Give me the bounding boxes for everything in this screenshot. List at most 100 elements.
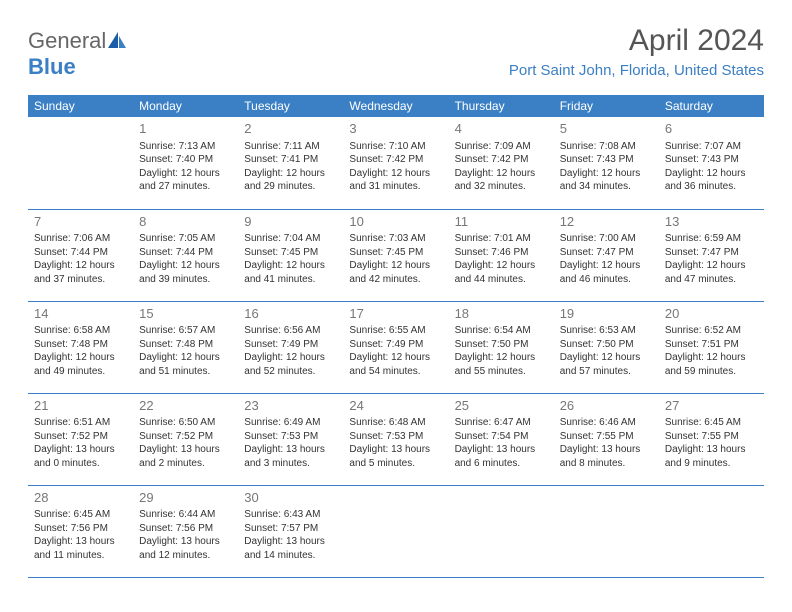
day-detail-line: Sunset: 7:57 PM <box>244 522 337 536</box>
calendar-day-cell: 4Sunrise: 7:09 AMSunset: 7:42 PMDaylight… <box>449 117 554 209</box>
day-detail-line: and 51 minutes. <box>139 365 232 379</box>
day-detail-line: and 0 minutes. <box>34 457 127 471</box>
calendar-day-cell: 28Sunrise: 6:45 AMSunset: 7:56 PMDayligh… <box>28 485 133 577</box>
calendar-day-cell: 3Sunrise: 7:10 AMSunset: 7:42 PMDaylight… <box>343 117 448 209</box>
day-detail-line: Sunset: 7:56 PM <box>34 522 127 536</box>
day-detail-line: Sunrise: 6:48 AM <box>349 416 442 430</box>
day-detail-line: Sunrise: 7:13 AM <box>139 140 232 154</box>
page-title: April 2024 <box>509 24 764 58</box>
day-detail-line: Sunrise: 6:51 AM <box>34 416 127 430</box>
day-number: 13 <box>665 213 758 231</box>
day-number: 19 <box>560 305 653 323</box>
day-detail-line: and 27 minutes. <box>139 180 232 194</box>
day-detail-line: Sunset: 7:49 PM <box>349 338 442 352</box>
weekday-header-row: Sunday Monday Tuesday Wednesday Thursday… <box>28 95 764 117</box>
calendar-day-cell: 27Sunrise: 6:45 AMSunset: 7:55 PMDayligh… <box>659 393 764 485</box>
day-number: 27 <box>665 397 758 415</box>
day-detail-line: Sunrise: 7:10 AM <box>349 140 442 154</box>
day-detail-line: and 52 minutes. <box>244 365 337 379</box>
calendar-day-cell <box>449 485 554 577</box>
day-detail-line: and 41 minutes. <box>244 273 337 287</box>
day-detail-line: and 59 minutes. <box>665 365 758 379</box>
day-number: 9 <box>244 213 337 231</box>
day-detail-line: Sunset: 7:46 PM <box>455 246 548 260</box>
day-detail-line: Daylight: 12 hours <box>560 259 653 273</box>
day-detail-line: Daylight: 12 hours <box>665 259 758 273</box>
day-detail-line: and 39 minutes. <box>139 273 232 287</box>
day-detail-line: and 11 minutes. <box>34 549 127 563</box>
day-number: 10 <box>349 213 442 231</box>
day-number: 22 <box>139 397 232 415</box>
day-detail-line: Daylight: 13 hours <box>34 443 127 457</box>
day-detail-line: Sunrise: 6:57 AM <box>139 324 232 338</box>
day-detail-line: and 31 minutes. <box>349 180 442 194</box>
calendar-day-cell: 17Sunrise: 6:55 AMSunset: 7:49 PMDayligh… <box>343 301 448 393</box>
day-detail-line: and 46 minutes. <box>560 273 653 287</box>
day-detail-line: Daylight: 12 hours <box>349 351 442 365</box>
day-detail-line: and 54 minutes. <box>349 365 442 379</box>
day-detail-line: Sunset: 7:40 PM <box>139 153 232 167</box>
day-detail-line: Sunrise: 6:49 AM <box>244 416 337 430</box>
day-detail-line: Daylight: 13 hours <box>244 535 337 549</box>
day-detail-line: Sunset: 7:54 PM <box>455 430 548 444</box>
day-number: 1 <box>139 120 232 138</box>
day-detail-line: Daylight: 12 hours <box>139 167 232 181</box>
day-detail-line: Sunset: 7:45 PM <box>244 246 337 260</box>
day-detail-line: and 42 minutes. <box>349 273 442 287</box>
day-detail-line: and 44 minutes. <box>455 273 548 287</box>
day-detail-line: and 34 minutes. <box>560 180 653 194</box>
weekday-header: Wednesday <box>343 95 448 117</box>
calendar-table: Sunday Monday Tuesday Wednesday Thursday… <box>28 95 764 578</box>
day-detail-line: and 49 minutes. <box>34 365 127 379</box>
day-detail-line: Sunset: 7:47 PM <box>665 246 758 260</box>
calendar-day-cell: 21Sunrise: 6:51 AMSunset: 7:52 PMDayligh… <box>28 393 133 485</box>
day-detail-line: Daylight: 12 hours <box>560 167 653 181</box>
day-detail-line: Sunset: 7:41 PM <box>244 153 337 167</box>
day-detail-line: and 9 minutes. <box>665 457 758 471</box>
day-detail-line: Daylight: 12 hours <box>455 351 548 365</box>
day-detail-line: Sunset: 7:50 PM <box>560 338 653 352</box>
day-detail-line: Daylight: 13 hours <box>560 443 653 457</box>
calendar-day-cell: 23Sunrise: 6:49 AMSunset: 7:53 PMDayligh… <box>238 393 343 485</box>
logo-blue: Blue <box>28 54 76 79</box>
day-detail-line: and 12 minutes. <box>139 549 232 563</box>
calendar-week-row: 7Sunrise: 7:06 AMSunset: 7:44 PMDaylight… <box>28 209 764 301</box>
day-detail-line: and 57 minutes. <box>560 365 653 379</box>
calendar-day-cell: 26Sunrise: 6:46 AMSunset: 7:55 PMDayligh… <box>554 393 659 485</box>
day-detail-line: Sunrise: 6:55 AM <box>349 324 442 338</box>
day-number: 5 <box>560 120 653 138</box>
day-detail-line: Sunrise: 6:43 AM <box>244 508 337 522</box>
day-detail-line: Sunrise: 6:45 AM <box>34 508 127 522</box>
calendar-day-cell: 13Sunrise: 6:59 AMSunset: 7:47 PMDayligh… <box>659 209 764 301</box>
day-detail-line: Daylight: 13 hours <box>244 443 337 457</box>
day-number: 11 <box>455 213 548 231</box>
day-number: 8 <box>139 213 232 231</box>
day-detail-line: and 2 minutes. <box>139 457 232 471</box>
day-detail-line: and 6 minutes. <box>455 457 548 471</box>
day-detail-line: Sunrise: 6:47 AM <box>455 416 548 430</box>
day-detail-line: and 8 minutes. <box>560 457 653 471</box>
day-detail-line: Daylight: 13 hours <box>665 443 758 457</box>
calendar-day-cell: 1 Sunrise: 7:13 AMSunset: 7:40 PMDaylight… <box>133 117 238 209</box>
day-detail-line: Sunrise: 6:44 AM <box>139 508 232 522</box>
calendar-day-cell: 15Sunrise: 6:57 AMSunset: 7:48 PMDayligh… <box>133 301 238 393</box>
day-detail-line: Sunrise: 7:08 AM <box>560 140 653 154</box>
calendar-day-cell: 10Sunrise: 7:03 AMSunset: 7:45 PMDayligh… <box>343 209 448 301</box>
day-number: 28 <box>34 489 127 507</box>
day-detail-line: Sunrise: 7:01 AM <box>455 232 548 246</box>
calendar-day-cell: 14Sunrise: 6:58 AMSunset: 7:48 PMDayligh… <box>28 301 133 393</box>
header: April 2024 Port Saint John, Florida, Uni… <box>509 24 764 79</box>
day-number: 15 <box>139 305 232 323</box>
day-detail-line: Sunset: 7:56 PM <box>139 522 232 536</box>
day-detail-line: Daylight: 12 hours <box>139 351 232 365</box>
calendar-day-cell: 30Sunrise: 6:43 AMSunset: 7:57 PMDayligh… <box>238 485 343 577</box>
logo: General Blue <box>28 28 126 80</box>
day-detail-line: Daylight: 12 hours <box>349 167 442 181</box>
day-detail-line: Daylight: 12 hours <box>665 351 758 365</box>
day-number: 12 <box>560 213 653 231</box>
day-detail-line: Sunset: 7:48 PM <box>139 338 232 352</box>
day-number: 26 <box>560 397 653 415</box>
day-detail-line: Daylight: 13 hours <box>34 535 127 549</box>
day-detail-line: Daylight: 12 hours <box>34 351 127 365</box>
day-detail-line: Daylight: 12 hours <box>349 259 442 273</box>
